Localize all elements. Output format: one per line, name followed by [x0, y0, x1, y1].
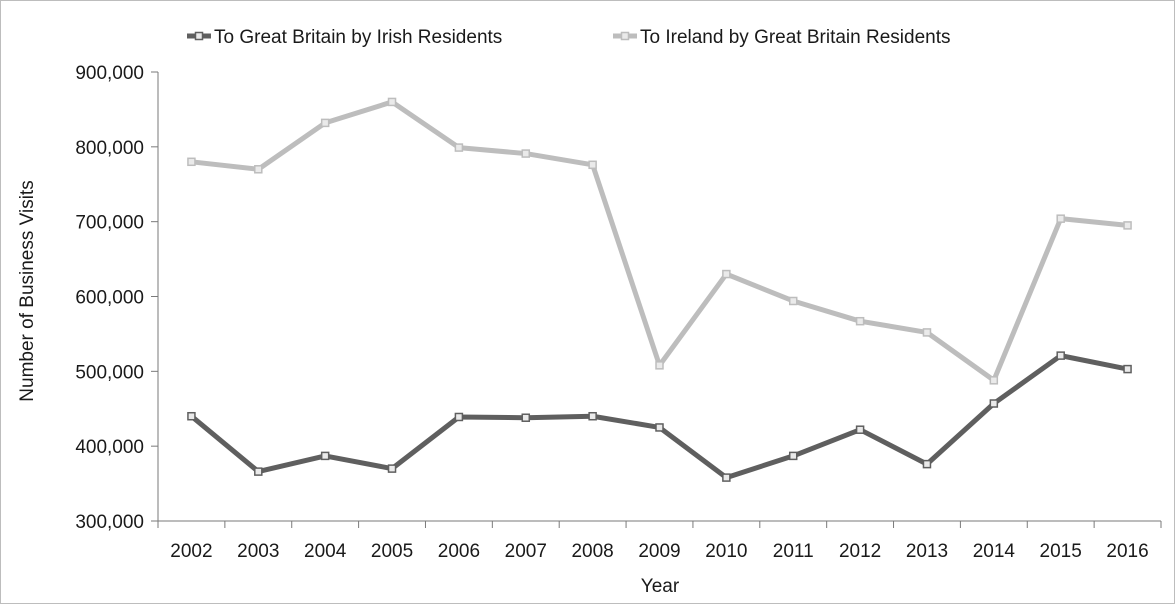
x-tick-label: 2008	[571, 541, 613, 562]
y-axis-title: Number of Business Visits	[17, 180, 38, 401]
x-tick-label: 2011	[773, 541, 814, 562]
data-point	[1056, 214, 1065, 223]
plot-area	[187, 97, 1132, 482]
x-tick-label: 2010	[705, 541, 747, 562]
data-point	[1123, 221, 1132, 230]
y-tick-label: 400,000	[75, 437, 144, 458]
x-tick-label: 2016	[1106, 541, 1148, 562]
data-point	[855, 425, 865, 434]
data-point	[655, 361, 664, 370]
y-tick-label: 300,000	[75, 512, 144, 533]
x-tick-label: 2003	[237, 541, 279, 562]
x-tick-label: 2002	[170, 541, 212, 562]
x-tick-label: 2012	[839, 541, 881, 562]
data-point	[588, 411, 597, 421]
data-point	[454, 412, 464, 422]
x-axis-title: Year	[641, 576, 680, 597]
legend: To Great Britain by Irish Residents To Ir…	[187, 27, 951, 48]
data-point	[855, 316, 865, 326]
y-tick-label: 700,000	[75, 213, 144, 234]
y-tick-label: 500,000	[75, 362, 144, 383]
data-point	[521, 149, 531, 158]
data-point	[320, 118, 330, 128]
data-point	[254, 165, 263, 174]
x-axis: 2002 2003 2004 2005 2006 2007 2008 2009 2010 2011…	[157, 520, 1162, 562]
data-point	[788, 451, 798, 461]
data-point	[989, 376, 999, 385]
data-point	[387, 97, 397, 107]
x-tick-label: 2007	[505, 541, 547, 562]
data-point	[989, 399, 999, 408]
x-tick-label: 2009	[638, 541, 680, 562]
data-point	[655, 423, 664, 432]
data-point	[1123, 364, 1132, 374]
x-tick-label: 2006	[438, 541, 480, 562]
x-tick-label: 2005	[371, 541, 413, 562]
y-axis: 300,000 400,000 500,000 600,000 700,000 800,0…	[75, 63, 159, 533]
data-point	[922, 459, 932, 469]
y-tick-label: 900,000	[75, 63, 144, 84]
y-tick-label: 600,000	[75, 288, 144, 309]
data-point	[521, 413, 531, 422]
x-tick-label: 2013	[906, 541, 948, 562]
legend-swatch-marker	[194, 31, 204, 41]
x-tick-label: 2014	[973, 541, 1016, 562]
data-point	[187, 157, 196, 167]
data-point	[387, 464, 397, 473]
data-point	[320, 451, 330, 461]
x-tick-label: 2004	[304, 541, 347, 562]
legend-swatch-marker	[620, 31, 630, 41]
data-point	[454, 143, 464, 152]
data-point	[1056, 351, 1065, 360]
y-tick-label: 800,000	[75, 138, 144, 159]
legend-label: To Ireland by Great Britain Residents	[640, 27, 951, 48]
x-tick-label: 2015	[1040, 541, 1082, 562]
data-point	[187, 411, 196, 421]
data-point	[254, 467, 263, 476]
data-point	[722, 269, 731, 279]
data-point	[788, 296, 798, 306]
series-line-2	[188, 99, 1131, 383]
data-point	[722, 473, 731, 482]
data-point	[588, 160, 597, 170]
data-point	[922, 328, 932, 337]
legend-label: To Great Britain by Irish Residents	[214, 27, 502, 48]
